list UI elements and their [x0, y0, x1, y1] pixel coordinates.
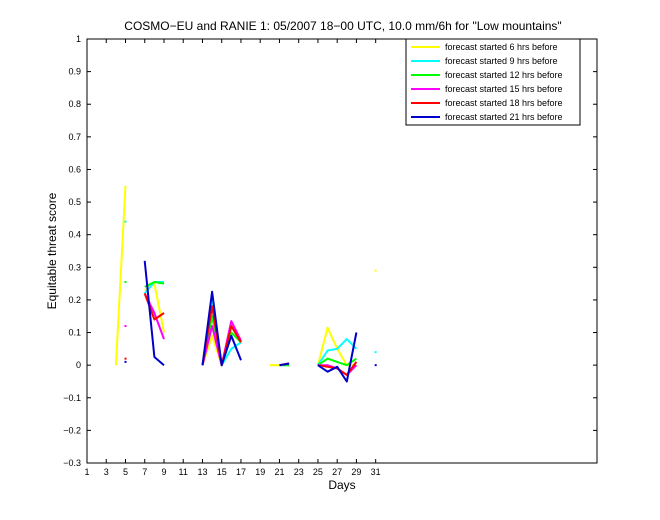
x-tick-label: 31	[371, 467, 381, 477]
x-axis-label: Days	[328, 478, 355, 492]
legend-entry: forecast started 12 hrs before	[445, 70, 563, 80]
series-point	[124, 357, 127, 360]
series-point	[124, 220, 127, 223]
legend-entry: forecast started 21 hrs before	[445, 112, 563, 122]
legend-box	[405, 38, 581, 126]
y-axis: −0.3 −0.2 −0.1 0 0.1 0.2 0.3 0.4 0.5 0.6 0.7 0.8 0.9…	[63, 34, 597, 468]
y-tick-label: 0.5	[68, 197, 81, 207]
series-line-segment	[317, 338, 358, 366]
x-tick-label: 23	[294, 467, 304, 477]
x-tick-label: 11	[179, 467, 188, 477]
y-tick-label: 0.8	[68, 99, 81, 109]
y-tick-label: 0.7	[68, 132, 81, 142]
y-tick-label: 1	[76, 34, 81, 44]
y-tick-label: 0.4	[68, 230, 81, 240]
x-tick-label: 13	[197, 467, 207, 477]
x-tick-label: 15	[217, 467, 227, 477]
x-tick-label: 29	[351, 467, 361, 477]
series-line-segment	[114, 185, 127, 366]
legend: forecast started 6 hrs before forecast st…	[405, 38, 581, 126]
series-line-segment	[143, 260, 165, 366]
x-tick-label: 25	[313, 467, 323, 477]
series-point	[124, 325, 127, 328]
legend-entry: forecast started 15 hrs before	[445, 84, 563, 94]
legend-entry: forecast started 18 hrs before	[445, 98, 563, 108]
legend-entry: forecast started 6 hrs before	[445, 42, 558, 52]
x-tick-label: 9	[161, 467, 166, 477]
y-tick-label: −0.3	[63, 458, 81, 468]
series-point	[374, 269, 377, 272]
y-tick-label: 0.6	[68, 164, 81, 174]
x-tick-label: 3	[104, 467, 109, 477]
x-tick-label: 21	[274, 467, 284, 477]
series-line-segment	[201, 290, 242, 367]
y-tick-label: 0.2	[68, 295, 81, 305]
y-tick-label: 0.9	[68, 67, 81, 77]
x-tick-label: 19	[255, 467, 265, 477]
y-tick-label: −0.2	[63, 425, 81, 435]
chart-title: COSMO−EU and RANIE 1: 05/2007 18−00 UTC,…	[124, 19, 561, 33]
y-tick-label: −0.1	[63, 393, 81, 403]
series-layer	[114, 185, 377, 383]
series-point	[374, 351, 377, 354]
x-axis: 1 3 5 7 9 11 13 15 17 19 21 23 25 27 29 31	[84, 39, 381, 477]
series-line-segment	[317, 332, 358, 383]
x-tick-label: 17	[236, 467, 246, 477]
x-tick-label: 27	[332, 467, 342, 477]
x-tick-label: 5	[123, 467, 128, 477]
y-tick-label: 0.3	[68, 262, 81, 272]
x-tick-label: 1	[84, 467, 89, 477]
legend-entry: forecast started 9 hrs before	[445, 56, 558, 66]
y-tick-label: 0.1	[68, 328, 81, 338]
series-6	[124, 260, 377, 383]
series-line-segment	[279, 362, 290, 367]
series-point	[374, 364, 377, 367]
series-point	[124, 360, 127, 363]
y-axis-label: Equitable threat score	[45, 192, 59, 309]
series-point	[124, 280, 127, 283]
x-tick-label: 7	[142, 467, 147, 477]
y-tick-label: 0	[76, 360, 81, 370]
